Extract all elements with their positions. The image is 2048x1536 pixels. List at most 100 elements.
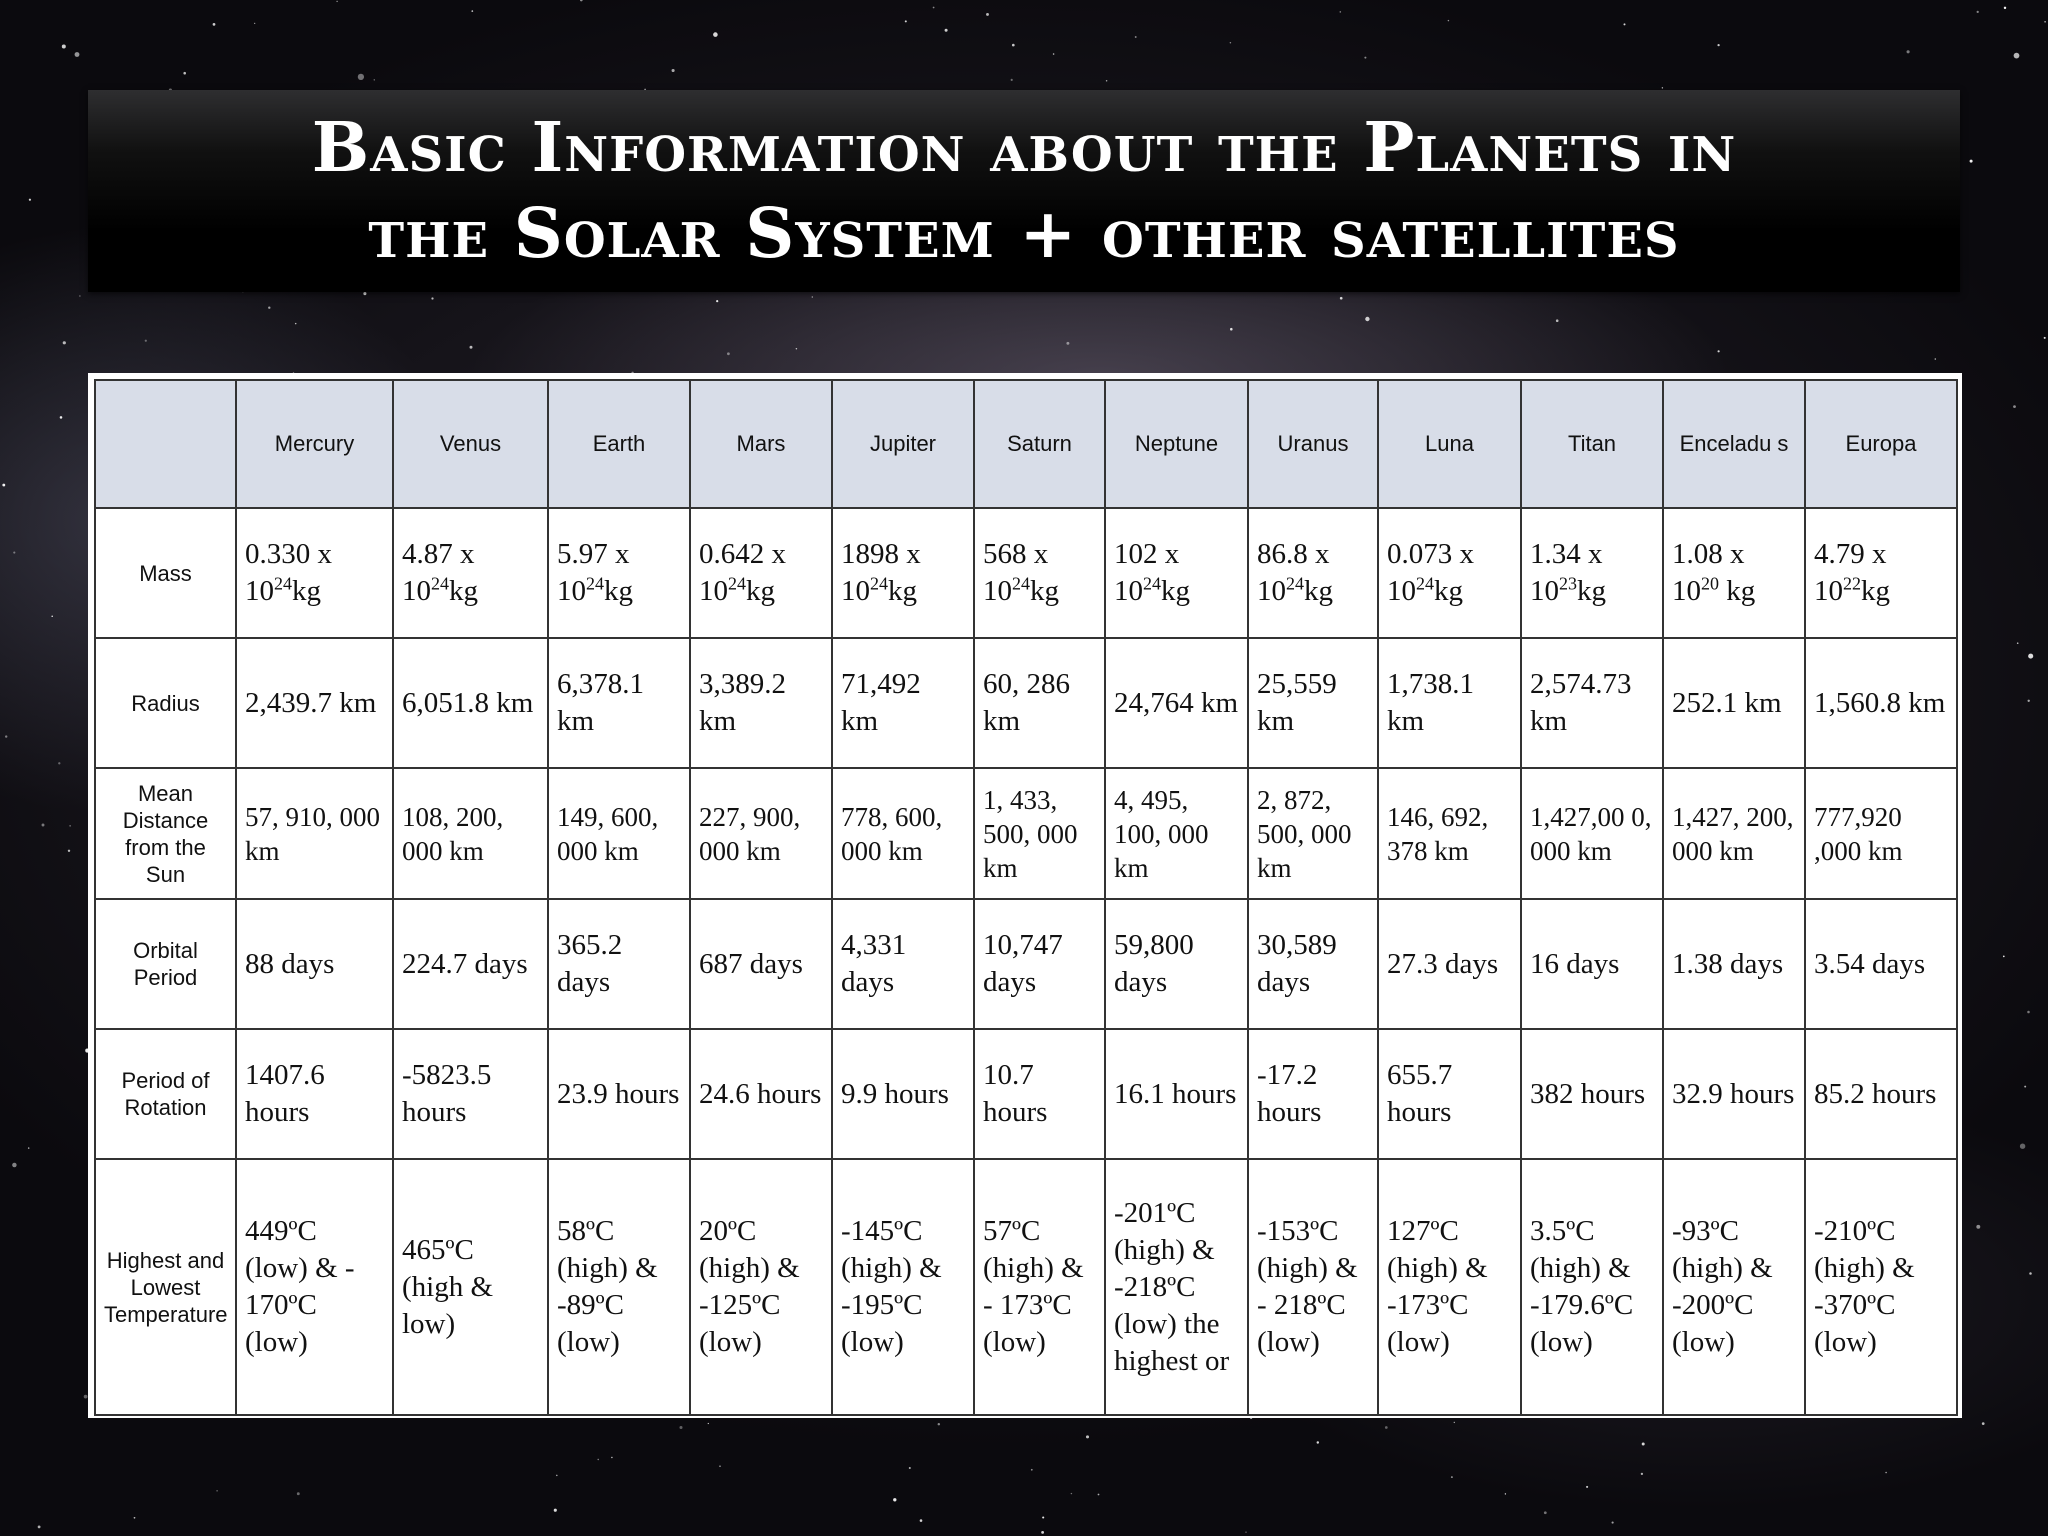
star (1885, 1471, 1887, 1474)
rotation-cell: 1407.6 hours (235, 1028, 394, 1160)
orbital-cell: 4,331 days (831, 898, 975, 1030)
distance-cell: 1, 433, 500, 000 km (973, 767, 1106, 900)
column-header: Mars (689, 379, 833, 509)
star (2013, 405, 2016, 408)
mass-cell: 4.87 x 1024kg (392, 507, 549, 639)
star (373, 79, 376, 81)
star (811, 296, 813, 298)
mass-coefficient: 1.08 x (1672, 538, 1745, 570)
table-row-mass: Mass 0.330 x 1024kg 4.87 x 1024kg 5.97 x 10… (94, 507, 1958, 639)
star (294, 322, 297, 325)
star (1976, 10, 1979, 14)
rotation-cell: -17.2 hours (1247, 1028, 1379, 1160)
star (2002, 955, 2005, 958)
distance-cell: 146, 692, 378 km (1377, 767, 1522, 900)
temperature-cell: 3.5ºC (high) & -179.6ºC (low) (1520, 1158, 1664, 1416)
star (133, 1516, 136, 1519)
mass-cell: 4.79 x 1022kg (1804, 507, 1958, 639)
mass-exponent: 24 (728, 573, 746, 594)
radius-cell: 24,764 km (1104, 637, 1249, 769)
mass-cell: 1898 x 1024kg (831, 507, 975, 639)
star (1640, 1472, 1644, 1476)
mass-base: 10 (402, 575, 431, 607)
mass-cell: 1.08 x 1020 kg (1662, 507, 1806, 639)
distance-cell: 57, 910, 000 km (235, 767, 394, 900)
mass-coefficient: 0.073 x (1387, 538, 1474, 570)
column-header: Saturn (973, 379, 1106, 509)
mass-power: 1024kg (1114, 573, 1239, 610)
mass-unit: kg (449, 575, 478, 607)
mass-unit: kg (746, 575, 775, 607)
star (61, 44, 66, 49)
star (556, 1474, 558, 1477)
star (1041, 1531, 1044, 1534)
mass-coefficient: 0.330 x (245, 538, 332, 570)
star (28, 198, 32, 201)
star (1245, 1531, 1247, 1533)
row-header: Mean Distance from the Sun (94, 767, 237, 900)
star (74, 52, 80, 57)
star (431, 297, 434, 300)
star (79, 295, 81, 297)
rotation-cell: 23.9 hours (547, 1028, 691, 1160)
page-title-line-1: Basic Information about the Planets in (311, 108, 1737, 188)
mass-base: 10 (1387, 575, 1416, 607)
header-row: Mercury Venus Earth Mars Jupiter Saturn … (94, 379, 1958, 509)
star (919, 1519, 923, 1522)
star (1066, 341, 1070, 345)
planet-data-table: Mercury Venus Earth Mars Jupiter Saturn … (94, 379, 1958, 1416)
star (1229, 42, 1232, 44)
mass-power: 1024kg (1257, 573, 1369, 610)
star (1611, 1521, 1614, 1524)
mass-power: 1024kg (245, 573, 384, 610)
row-header: Mass (94, 507, 237, 639)
star (1384, 1426, 1388, 1429)
star (1030, 1468, 1033, 1471)
star (471, 10, 474, 12)
orbital-cell: 16 days (1520, 898, 1664, 1030)
orbital-cell: 687 days (689, 898, 833, 1030)
star (1134, 36, 1137, 38)
star (51, 615, 53, 617)
star (363, 292, 367, 296)
mass-base: 10 (699, 575, 728, 607)
orbital-cell: 1.38 days (1662, 898, 1806, 1030)
star (2019, 1143, 2026, 1149)
mass-exponent: 24 (1143, 573, 1161, 594)
star (357, 73, 365, 81)
column-header: Luna (1377, 379, 1522, 509)
mass-coefficient: 568 x (983, 538, 1049, 570)
mass-exponent: 24 (431, 573, 449, 594)
mass-exponent: 20 (1701, 573, 1719, 594)
star (904, 20, 907, 23)
mass-exponent: 22 (1843, 573, 1861, 594)
row-header: Period of Rotation (94, 1028, 237, 1160)
radius-cell: 1,738.1 km (1377, 637, 1522, 769)
mass-coefficient: 102 x (1114, 538, 1180, 570)
column-header: Neptune (1104, 379, 1249, 509)
mass-power: 1024kg (557, 573, 681, 610)
star (1976, 1224, 1981, 1229)
column-header: Titan (1520, 379, 1664, 509)
radius-cell: 71,492 km (831, 637, 975, 769)
star (937, 1422, 941, 1426)
star (893, 1498, 897, 1502)
orbital-cell: 27.3 days (1377, 898, 1522, 1030)
star (1641, 1442, 1645, 1446)
star (5, 735, 8, 738)
rotation-cell: 24.6 hours (689, 1028, 833, 1160)
mass-exponent: 24 (586, 573, 604, 594)
temperature-cell: -153ºC (high) & - 218ºC (low) (1247, 1158, 1379, 1416)
table-row-distance: Mean Distance from the Sun 57, 910, 000 … (94, 767, 1958, 900)
temperature-cell: 20ºC (high) & -125ºC (low) (689, 1158, 833, 1416)
star (2027, 699, 2030, 702)
mass-unit: kg (1434, 575, 1463, 607)
orbital-cell: 3.54 days (1804, 898, 1958, 1030)
star (1981, 1422, 1985, 1425)
rotation-cell: 10.7 hours (973, 1028, 1106, 1160)
radius-cell: 252.1 km (1662, 637, 1806, 769)
star (1339, 296, 1343, 300)
star (216, 1489, 218, 1492)
mass-unit: kg (1719, 575, 1756, 607)
orbital-cell: 224.7 days (392, 898, 549, 1030)
